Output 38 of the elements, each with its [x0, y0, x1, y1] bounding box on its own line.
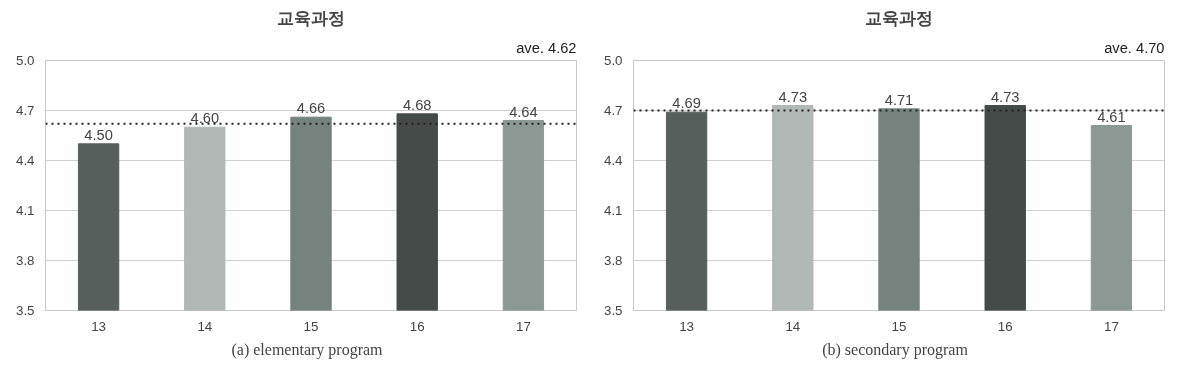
- y-tick-label: 5.0: [15, 53, 35, 68]
- x-tick-label: 16: [409, 318, 425, 334]
- y-tick-label: 4.1: [603, 203, 623, 218]
- chart-title: 교육과정: [277, 7, 345, 28]
- y-tick-label: 3.5: [603, 303, 623, 318]
- y-tick-label: 4.7: [603, 103, 623, 118]
- x-tick-label: 15: [303, 318, 319, 334]
- data-label: 4.50: [84, 126, 113, 143]
- data-label: 4.71: [884, 91, 914, 108]
- x-tick-label: 13: [91, 318, 107, 334]
- y-tick-label: 3.5: [15, 303, 35, 318]
- data-label: 4.66: [296, 100, 326, 117]
- y-tick-label: 5.0: [603, 53, 623, 68]
- data-label: 4.69: [672, 95, 701, 112]
- y-tick-label: 4.4: [15, 153, 36, 168]
- ref-line-label: ave. 4.62: [516, 39, 577, 56]
- chart-title: 교육과정: [865, 7, 933, 28]
- text: (a) elementary program: [231, 340, 384, 359]
- x-tick-label: 15: [891, 318, 907, 334]
- data-label: 4.73: [990, 88, 1020, 105]
- data-label: 4.61: [1097, 108, 1126, 125]
- ref-line-label: ave. 4.70: [1104, 39, 1165, 56]
- text: (b) secondary program: [822, 340, 969, 359]
- y-tick-label: 4.4: [603, 153, 624, 168]
- x-tick-label: 17: [1103, 318, 1119, 334]
- y-tick-label: 4.1: [15, 203, 35, 218]
- x-tick-label: 16: [997, 318, 1013, 334]
- x-tick-label: 14: [785, 318, 801, 334]
- data-label: 4.64: [509, 103, 538, 120]
- y-tick-label: 3.8: [603, 253, 623, 268]
- data-label: 4.68: [402, 96, 432, 113]
- y-tick-label: 4.7: [15, 103, 35, 118]
- data-label: 4.60: [190, 110, 220, 127]
- x-tick-label: 13: [679, 318, 695, 334]
- x-tick-label: 14: [197, 318, 213, 334]
- x-tick-label: 17: [515, 318, 531, 334]
- y-tick-label: 3.8: [15, 253, 35, 268]
- data-label: 4.73: [778, 88, 808, 105]
